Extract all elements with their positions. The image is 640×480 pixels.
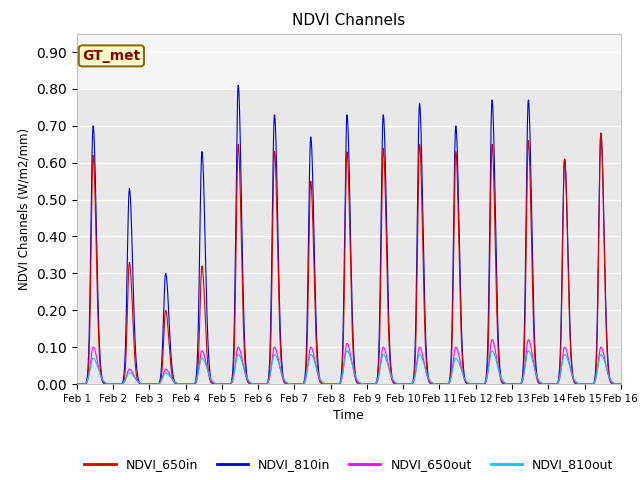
Legend: NDVI_650in, NDVI_810in, NDVI_650out, NDVI_810out: NDVI_650in, NDVI_810in, NDVI_650out, NDV… (79, 453, 618, 476)
Text: GT_met: GT_met (82, 49, 141, 63)
Y-axis label: NDVI Channels (W/m2/mm): NDVI Channels (W/m2/mm) (18, 128, 31, 290)
Title: NDVI Channels: NDVI Channels (292, 13, 405, 28)
Bar (77, 89, 621, 384)
X-axis label: Time: Time (333, 409, 364, 422)
